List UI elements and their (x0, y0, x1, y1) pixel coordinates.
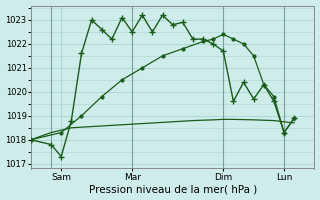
X-axis label: Pression niveau de la mer( hPa ): Pression niveau de la mer( hPa ) (89, 184, 257, 194)
